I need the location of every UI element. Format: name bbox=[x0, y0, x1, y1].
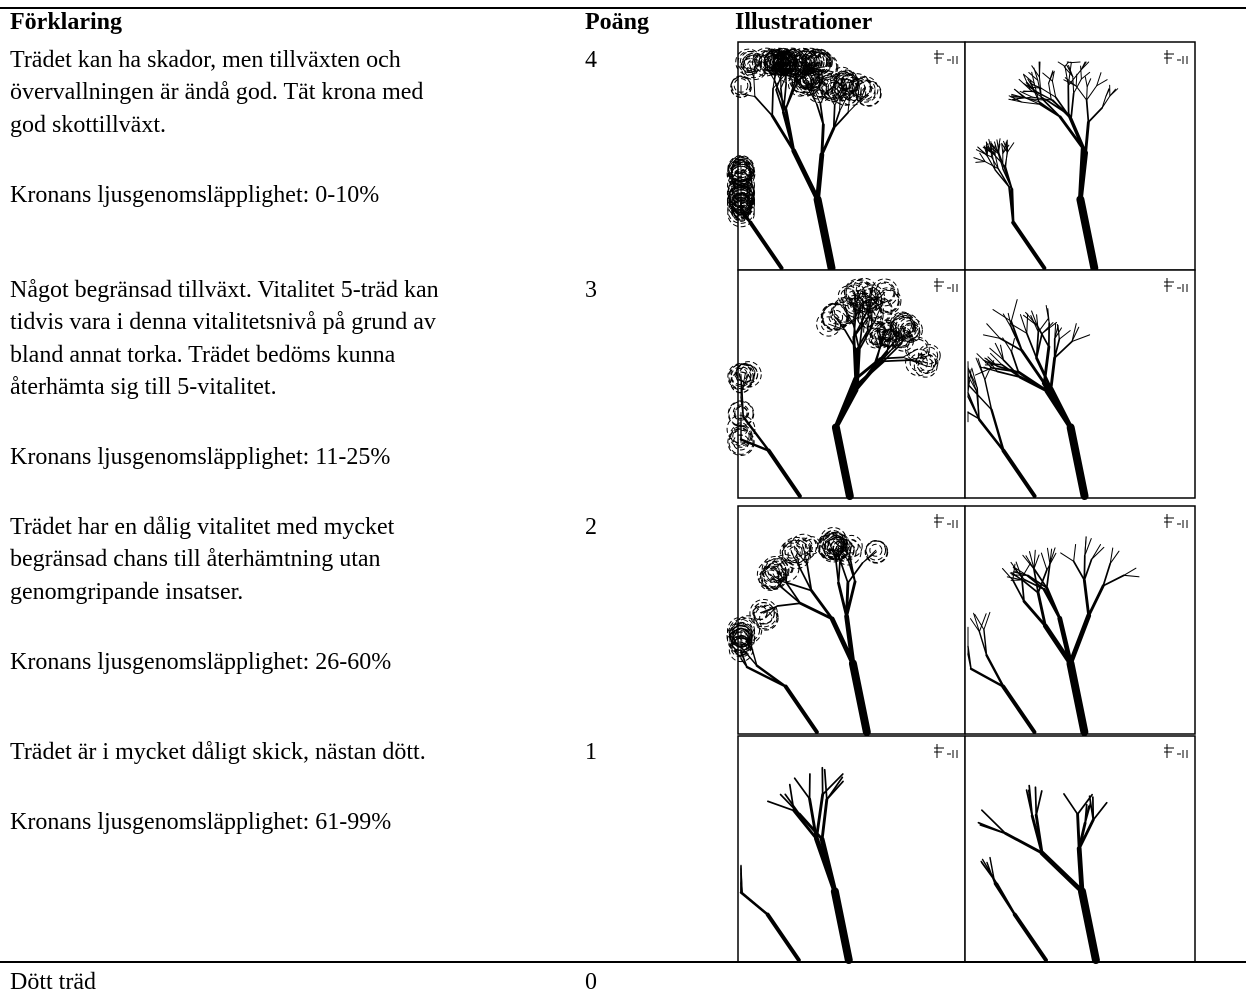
branch bbox=[772, 89, 773, 116]
branch bbox=[854, 337, 856, 379]
dead-description: Dött träd bbox=[10, 966, 96, 998]
branch bbox=[1080, 149, 1083, 200]
branch bbox=[1079, 848, 1082, 891]
dead-score: 0 bbox=[585, 966, 597, 998]
bottom-rule bbox=[0, 961, 1246, 963]
branch bbox=[1012, 189, 1013, 222]
branch bbox=[1035, 787, 1036, 815]
branch bbox=[1087, 87, 1088, 100]
branch bbox=[1071, 62, 1080, 63]
branch bbox=[834, 105, 835, 128]
illustration-frame bbox=[738, 736, 965, 962]
